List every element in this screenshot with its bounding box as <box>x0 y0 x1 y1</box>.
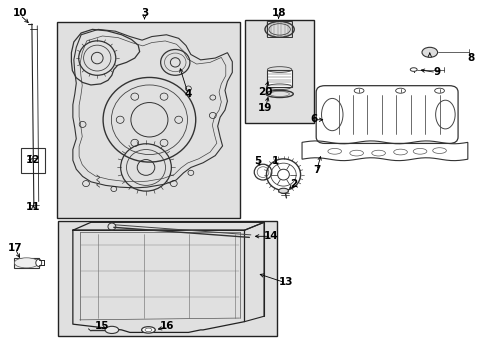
Bar <box>58 221 276 336</box>
Text: 14: 14 <box>264 231 278 240</box>
Text: 2: 2 <box>289 179 296 189</box>
Text: 9: 9 <box>433 67 440 77</box>
Bar <box>267 69 291 87</box>
Text: 15: 15 <box>95 321 109 331</box>
Text: 19: 19 <box>258 103 272 113</box>
Ellipse shape <box>105 326 119 333</box>
FancyBboxPatch shape <box>316 86 457 143</box>
Ellipse shape <box>421 47 437 57</box>
Text: 16: 16 <box>160 321 174 331</box>
Ellipse shape <box>14 258 39 268</box>
Bar <box>21 148 44 173</box>
Text: 6: 6 <box>310 114 317 124</box>
Text: 1: 1 <box>271 156 278 166</box>
Text: 5: 5 <box>254 156 261 166</box>
Bar <box>245 21 313 123</box>
Ellipse shape <box>409 68 416 71</box>
Bar <box>14 258 39 268</box>
Text: 10: 10 <box>13 8 27 18</box>
Text: 13: 13 <box>278 277 293 287</box>
Text: 20: 20 <box>258 87 272 97</box>
Text: 17: 17 <box>8 243 22 253</box>
Bar <box>57 22 239 218</box>
Text: 7: 7 <box>312 165 320 175</box>
Text: 11: 11 <box>26 202 41 212</box>
Ellipse shape <box>145 328 152 332</box>
Ellipse shape <box>142 327 155 333</box>
Text: 8: 8 <box>467 53 474 63</box>
Ellipse shape <box>278 188 288 193</box>
Bar <box>267 22 291 37</box>
Text: 3: 3 <box>141 8 148 18</box>
Text: 12: 12 <box>26 155 41 165</box>
Ellipse shape <box>264 22 294 37</box>
Ellipse shape <box>36 259 41 266</box>
Text: 4: 4 <box>184 89 192 99</box>
Text: 18: 18 <box>271 8 285 18</box>
